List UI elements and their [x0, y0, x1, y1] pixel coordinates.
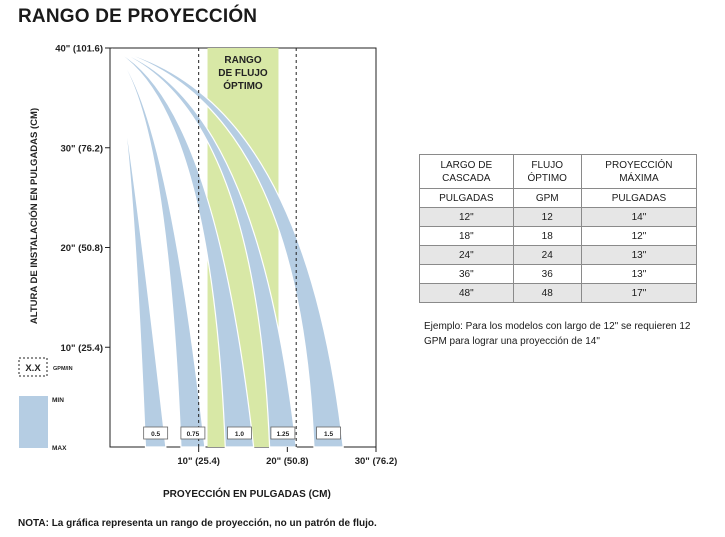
x-axis-label: PROYECCIÓN EN PULGADAS (CM) — [163, 489, 331, 500]
header-proyeccion-maxima: PROYECCIÓN MÁXIMA — [580, 154, 698, 189]
flow-value-label: 1.5 — [324, 431, 333, 438]
y-tick-label: 30" (76.2) — [60, 143, 103, 154]
specs-table: LARGO DE CASCADA FLUJO ÓPTIMO PROYECCIÓN MÁ… — [419, 154, 698, 303]
example-text: Ejemplo: Para los modelos con largo de 1… — [424, 321, 691, 347]
y-tick-label: 10" (25.4) — [60, 343, 103, 354]
x-tick-label: 30" (76.2) — [355, 456, 398, 467]
legend-stream-swatch — [19, 396, 48, 448]
flow-value-box — [270, 426, 296, 440]
legend-dashed-unit: GPM/IN — [53, 366, 73, 372]
table-row: 18" 18 12" — [419, 226, 698, 246]
table-cell: 13" — [580, 264, 698, 284]
legend-dashed-box — [18, 357, 48, 377]
table-cell: 24 — [512, 245, 582, 265]
table-row: 48" 48 17" — [419, 283, 698, 303]
header-flujo-optimo: FLUJO ÓPTIMO — [512, 154, 582, 189]
table-cell: 12" — [580, 226, 698, 246]
table-cell: 36" — [419, 264, 514, 284]
table-cell: 36 — [512, 264, 582, 284]
y-axis-label: ALTURA DE INSTALACIÓN EN PULGADAS (CM) — [28, 108, 40, 324]
table-cell: 13" — [580, 245, 698, 265]
table-cell: 17" — [580, 283, 698, 303]
flow-value-box — [316, 426, 341, 440]
footnote: NOTA: La gráfica representa un rango de … — [18, 518, 377, 529]
table-header-row: LARGO DE CASCADA FLUJO ÓPTIMO PROYECCIÓN MÁ… — [419, 154, 698, 189]
flow-value-label: 1.0 — [235, 431, 244, 438]
table-row: 36" 36 13" — [419, 264, 698, 284]
stream-band — [111, 48, 167, 448]
flow-value-label: 1.25 — [277, 431, 290, 438]
table-cell: 12" — [419, 207, 514, 227]
stream-band — [111, 48, 344, 448]
stream-band — [111, 48, 206, 448]
legend-min-label: MIN — [52, 397, 64, 404]
table-cell: 18 — [512, 226, 582, 246]
stream-band — [111, 48, 255, 448]
stream-band — [111, 48, 297, 448]
optimal-range-label: ÓPTIMO — [223, 79, 263, 92]
optimal-range-label: DE FLUJO — [218, 68, 268, 79]
table-cell: 14" — [580, 207, 698, 227]
table-cell: 24" — [419, 245, 514, 265]
flow-value-box — [180, 426, 206, 440]
x-tick-label: 20" (50.8) — [266, 456, 309, 467]
flow-value-box — [227, 426, 252, 440]
flow-value-label: 0.5 — [151, 431, 160, 438]
legend-max-label: MAX — [52, 445, 67, 452]
y-tick-label: 20" (50.8) — [60, 243, 103, 254]
legend-dashed-label: X.X — [25, 363, 41, 374]
table-row: 12" 12 14" — [419, 207, 698, 227]
x-tick-label: 10" (25.4) — [177, 456, 220, 467]
header-largo-cascada: LARGO DE CASCADA — [419, 154, 514, 189]
flow-value-label: 0.75 — [187, 431, 200, 438]
page-title: RANGO DE PROYECCIÓN — [18, 6, 258, 27]
table-cell: PULGADAS — [580, 188, 698, 208]
table-cell: 48" — [419, 283, 514, 303]
table-cell: GPM — [512, 188, 582, 208]
table-row: 24" 24 13" — [419, 245, 698, 265]
table-cell: 18" — [419, 226, 514, 246]
flow-value-box — [143, 426, 169, 440]
y-tick-label: 40" (101.6) — [55, 44, 103, 55]
table-cell: 12 — [512, 207, 582, 227]
table-cell: 48 — [512, 283, 582, 303]
optimal-range-label: RANGO — [224, 55, 261, 66]
table-cell: PULGADAS — [419, 188, 514, 208]
table-units-row: PULGADAS GPM PULGADAS — [419, 188, 698, 208]
